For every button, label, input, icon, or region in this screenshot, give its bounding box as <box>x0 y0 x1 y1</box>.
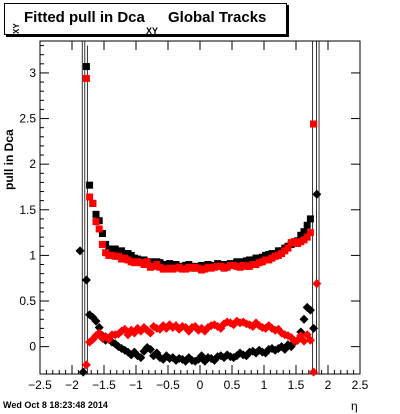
diamond-point <box>299 314 309 324</box>
chart-title-tail: Global Tracks <box>168 9 267 26</box>
plot-frame <box>39 40 361 375</box>
square-point <box>297 231 305 239</box>
diamond-point <box>81 360 91 370</box>
diamond-point <box>145 344 155 354</box>
y-tick-label: 0.5 <box>19 294 36 308</box>
diamond-point <box>78 367 88 377</box>
square-point <box>92 210 100 218</box>
y-axis-label-main: pull in Dca <box>2 129 16 190</box>
chart-title: Fitted pull in Dca <box>24 9 145 26</box>
x-tick-label: −0.5 <box>156 378 180 392</box>
square-point <box>95 225 103 233</box>
y-tick-label: 2 <box>29 157 36 171</box>
x-tick-label: 2 <box>325 378 332 392</box>
diamond-point <box>305 335 315 345</box>
y-tick-label: 1.5 <box>19 203 36 217</box>
diamond-point <box>136 353 146 363</box>
x-tick-label: 0.5 <box>224 378 241 392</box>
y-tick-label: 2.5 <box>19 112 36 126</box>
x-axis-label: η <box>351 399 358 413</box>
x-tick-label: −2.5 <box>28 378 52 392</box>
diamond-point <box>145 328 155 338</box>
chart-title-box: Fitted pull in Dca XY Global Tracks <box>4 3 287 36</box>
y-tick-label: 1 <box>29 248 36 262</box>
diamond-point <box>81 275 91 285</box>
x-axis: −2.5 −2 −1.5 −1 −0.5 0 0.5 1 1.5 2 2.5 <box>28 41 369 392</box>
x-tick-label: 2.5 <box>352 378 369 392</box>
square-point <box>310 120 318 128</box>
y-axis: 0 0.5 1 1.5 2 2.5 3 <box>19 45 360 354</box>
square-point <box>89 199 97 207</box>
x-tick-label: −1 <box>129 378 143 392</box>
square-point <box>143 258 151 266</box>
y-axis-label-subscript: XY <box>12 23 21 34</box>
diamond-point <box>299 336 309 346</box>
diamond-point <box>91 316 101 326</box>
diamond-point <box>94 322 104 332</box>
square-point <box>86 193 94 201</box>
diamond-point <box>312 189 322 199</box>
x-tick-label: 1 <box>261 378 268 392</box>
diamond-point <box>75 246 85 256</box>
x-tick-label: −1.5 <box>92 378 116 392</box>
square-point <box>82 74 90 82</box>
data-points <box>75 63 322 377</box>
x-tick-label: −2 <box>65 378 79 392</box>
error-bars <box>81 41 320 374</box>
square-point <box>92 218 100 226</box>
square-point <box>284 244 292 252</box>
square-point <box>306 229 314 237</box>
chart-title-subscript: XY <box>146 26 159 36</box>
square-point <box>82 63 90 71</box>
square-point <box>98 230 106 238</box>
square-point <box>303 221 311 229</box>
diamond-point <box>309 323 319 333</box>
square-point <box>86 181 94 189</box>
diamond-point <box>305 305 315 315</box>
square-point <box>306 215 314 223</box>
square-point <box>300 228 308 236</box>
y-axis-label: pull in Dca <box>2 129 16 190</box>
square-point <box>303 233 311 241</box>
x-tick-label: 1.5 <box>288 378 305 392</box>
square-point <box>98 240 106 248</box>
diamond-point <box>309 367 319 377</box>
x-tick-label: 0 <box>197 378 204 392</box>
timestamp: Wed Oct 8 18:23:48 2014 <box>3 400 108 410</box>
y-tick-label: 0 <box>29 340 36 354</box>
y-tick-label: 3 <box>29 66 36 80</box>
diamond-point <box>312 279 322 289</box>
